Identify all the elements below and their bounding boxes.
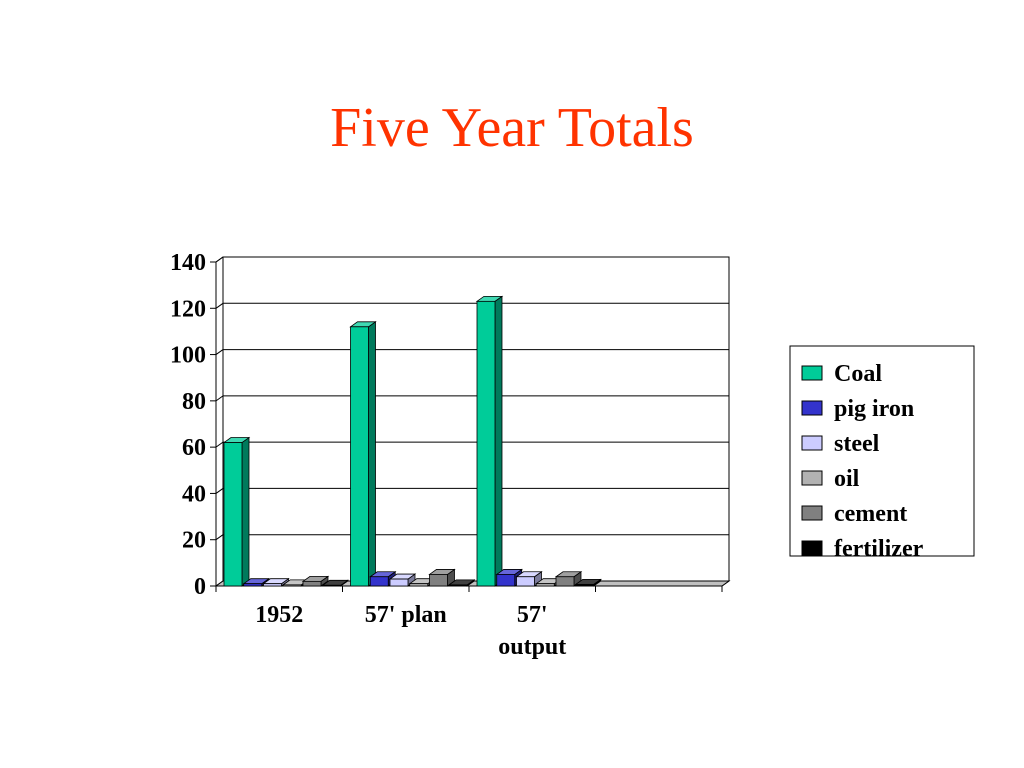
bar xyxy=(475,295,504,587)
bar-front xyxy=(243,583,263,587)
bar xyxy=(321,579,349,587)
bar-side xyxy=(368,321,376,587)
legend-swatch xyxy=(801,470,823,486)
legend-swatch xyxy=(801,365,823,381)
bar-front xyxy=(369,576,389,587)
legend-swatch xyxy=(801,540,823,556)
bar-front xyxy=(448,584,468,587)
legend-label: cement xyxy=(834,501,907,527)
bar-front xyxy=(555,576,575,587)
bar xyxy=(448,579,476,587)
y-tick-label: 80 xyxy=(182,389,206,415)
gridline xyxy=(215,256,224,263)
bar-front xyxy=(263,583,282,587)
bar-front xyxy=(535,583,555,587)
bar xyxy=(301,575,330,587)
y-tick-label: 120 xyxy=(170,296,206,322)
bar xyxy=(574,578,602,587)
gridlines xyxy=(215,256,729,541)
slide-title: Five Year Totals xyxy=(330,97,694,159)
gridline xyxy=(215,302,224,309)
y-tick-label: 100 xyxy=(170,343,206,369)
legend-label: fertilizer xyxy=(834,536,924,562)
legend-box xyxy=(789,345,975,557)
bar xyxy=(349,321,377,587)
bar-front xyxy=(223,442,243,587)
bars xyxy=(222,295,602,587)
bar-front xyxy=(322,584,342,587)
x-axis-ticks: 1952 57' plan 57' output xyxy=(215,586,723,660)
x-tick-label: 57' output xyxy=(498,602,566,660)
y-tick-label: 60 xyxy=(182,435,206,461)
bar-front xyxy=(575,583,595,587)
bar-front xyxy=(409,583,429,587)
bar-front xyxy=(389,578,409,587)
plot-frame xyxy=(214,256,731,587)
gridline xyxy=(215,395,224,402)
bar-front xyxy=(302,580,322,587)
bar-front xyxy=(350,326,369,587)
legend-label: pig iron xyxy=(834,396,914,422)
y-tick-label: 20 xyxy=(182,528,206,554)
legend-swatch xyxy=(801,400,823,416)
bar xyxy=(262,577,290,587)
bar-side xyxy=(494,295,503,587)
y-tick-label: 0 xyxy=(194,574,206,600)
bar xyxy=(388,573,417,587)
y-axis-ticks: 0 20 40 60 80 100 120 140 xyxy=(170,250,216,600)
bar-front xyxy=(516,576,535,587)
bar xyxy=(222,436,251,587)
bar-side xyxy=(241,436,250,587)
y-tick-label: 40 xyxy=(182,481,206,507)
gridline xyxy=(215,349,224,355)
gridline xyxy=(215,488,224,494)
bar-front xyxy=(496,574,516,587)
legend-label: oil xyxy=(834,466,860,492)
legend-label: steel xyxy=(834,431,880,457)
bar xyxy=(428,568,456,587)
bar-front xyxy=(429,574,448,587)
bar-front xyxy=(476,300,496,587)
x-tick-label: 57' plan xyxy=(365,602,447,628)
legend-label: Coal xyxy=(834,361,882,387)
legend-swatch xyxy=(801,505,823,521)
y-tick-label: 140 xyxy=(170,250,206,276)
legend: Coal pig iron steel oil cement fertilizer xyxy=(789,345,975,562)
x-tick-label: 1952 xyxy=(255,602,303,628)
gridline xyxy=(215,441,224,448)
legend-swatch xyxy=(801,435,823,451)
plot-back-wall xyxy=(222,256,730,582)
bar-front xyxy=(282,584,302,587)
gridline xyxy=(215,534,224,541)
